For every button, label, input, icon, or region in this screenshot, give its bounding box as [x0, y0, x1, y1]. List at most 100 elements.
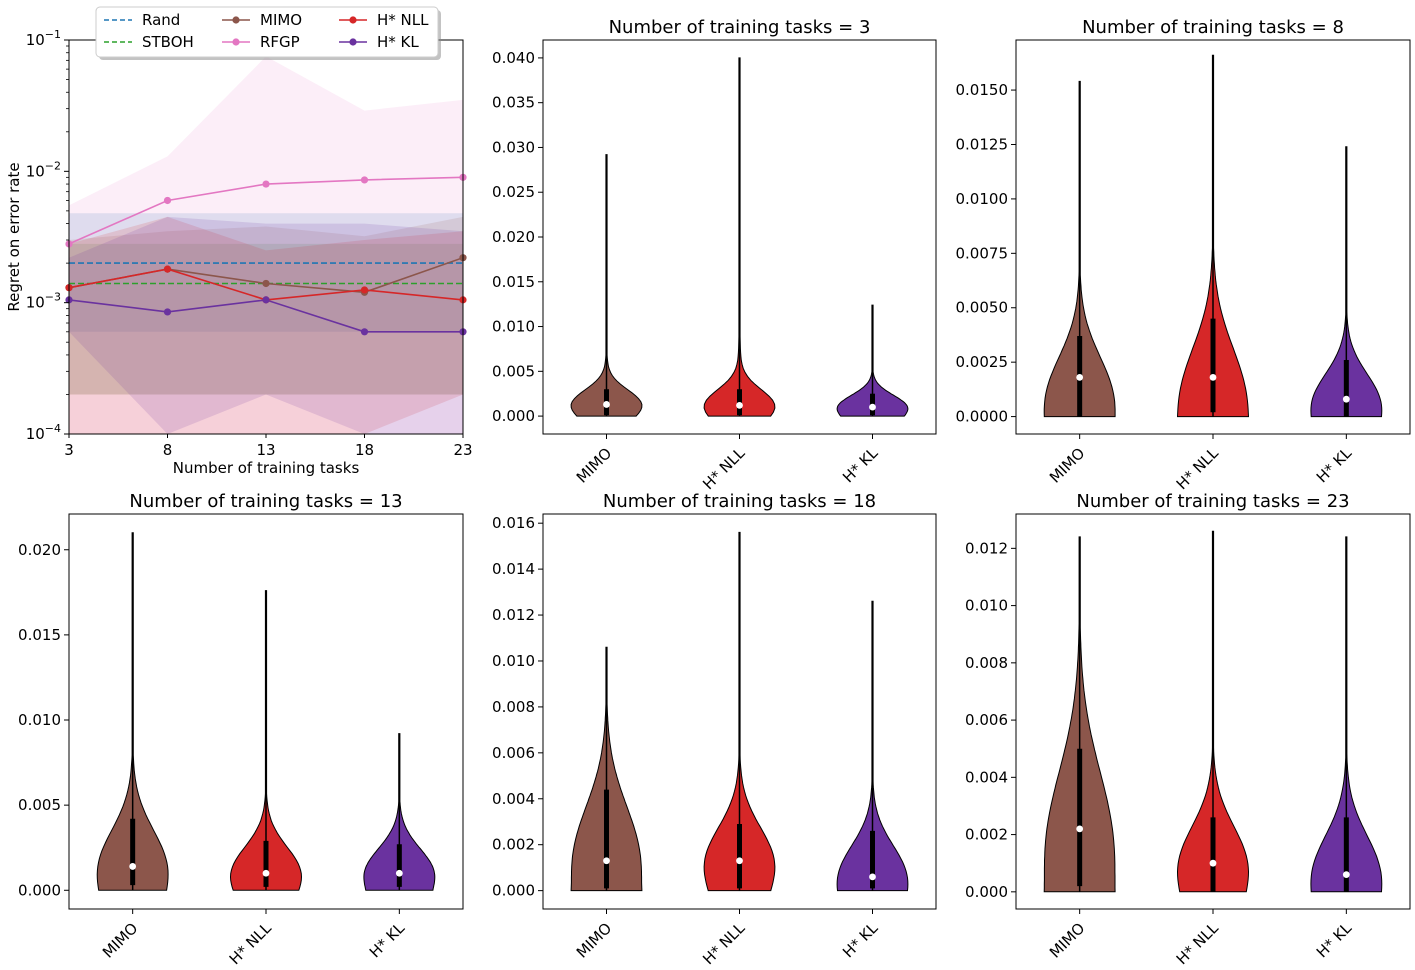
- legend-marker-mimo: [232, 16, 240, 24]
- y-tick-exponent: −4: [45, 422, 61, 435]
- x-tick-label: 23: [453, 441, 472, 459]
- y-tick-base: 10: [26, 162, 45, 180]
- x-axis-label: Number of training tasks: [173, 459, 360, 477]
- violin-panel-4: 0.000 0.002 0.004 0.006 0.008 0.010 0.012 0.014…: [492, 491, 937, 969]
- x-tick-label: MIMO: [1046, 444, 1089, 487]
- x-tick-label: 18: [355, 441, 374, 459]
- x-tick-label: H* NLL: [1173, 444, 1223, 494]
- y-tick-label: 0.025: [492, 183, 535, 201]
- y-tick-label: 0.002: [965, 826, 1008, 844]
- y-tick-label: 0.015: [18, 626, 61, 644]
- point-h-kl-2: [262, 296, 270, 304]
- y-tick-exponent: −1: [45, 28, 61, 41]
- point-h-kl-1: [163, 308, 172, 316]
- median-mimo: [1076, 374, 1084, 381]
- x-tick-label: H* KL: [1313, 919, 1356, 962]
- x-tick-label: H* KL: [366, 919, 409, 962]
- y-tick-label: 10−1: [26, 28, 61, 49]
- median-mimo: [1076, 825, 1084, 833]
- y-tick-base: 10: [26, 31, 45, 49]
- point-rfgp-2: [262, 180, 270, 188]
- y-tick-label: 0.010: [492, 652, 535, 670]
- point-mimo-2: [262, 279, 270, 288]
- y-tick-label: 0.010: [965, 597, 1008, 615]
- y-tick-base: 10: [26, 425, 45, 443]
- y-tick-label: 0.012: [492, 606, 535, 624]
- y-tick-base: 10: [26, 294, 45, 312]
- panel-title: Number of training tasks = 13: [129, 491, 402, 512]
- y-tick-label: 0.0150: [956, 81, 1009, 99]
- y-tick-label: 0.0100: [956, 190, 1009, 208]
- x-tick-label: H* KL: [839, 444, 882, 487]
- median-h-nll: [1209, 859, 1217, 867]
- x-tick-label: H* NLL: [699, 444, 749, 494]
- panel-title: Number of training tasks = 23: [1076, 491, 1349, 512]
- band-stboh: [69, 243, 463, 395]
- y-tick-exponent: −2: [45, 159, 61, 172]
- median-h-kl: [1342, 395, 1350, 403]
- legend-label-stboh: STBOH: [142, 33, 194, 51]
- y-tick-label: 0.006: [965, 711, 1008, 729]
- panel-title: Number of training tasks = 8: [1082, 17, 1344, 38]
- y-tick-label: 0.014: [492, 560, 535, 578]
- y-tick-label: 0.004: [965, 768, 1008, 786]
- y-tick-label: 0.002: [492, 836, 535, 854]
- panel-title: Number of training tasks = 3: [609, 17, 871, 38]
- y-tick-label: 0.000: [965, 883, 1008, 901]
- legend-label-h-nll: H* NLL: [377, 11, 429, 29]
- y-tick-label: 0.040: [492, 49, 535, 67]
- y-tick-label: 0.0000: [956, 408, 1009, 426]
- legend-label-rfgp: RFGP: [260, 33, 300, 51]
- y-tick-label: 0.0050: [956, 299, 1009, 317]
- x-tick-label: H* NLL: [226, 919, 276, 969]
- point-h-kl-3: [360, 328, 369, 336]
- x-tick-label: 13: [256, 441, 275, 459]
- y-tick-label: 0.010: [492, 318, 535, 336]
- point-h-nll-3: [360, 286, 369, 294]
- y-tick-label: 10−2: [26, 159, 61, 180]
- median-h-kl: [869, 403, 876, 411]
- y-tick-label: 0.015: [492, 273, 535, 291]
- point-rfgp-1: [163, 196, 172, 205]
- median-mimo: [129, 863, 137, 870]
- y-tick-label: 0.020: [18, 541, 61, 559]
- x-tick-label: MIMO: [1046, 919, 1089, 962]
- point-h-nll-1: [163, 265, 172, 273]
- band-rfgp: [69, 56, 463, 434]
- panel-title: Number of training tasks = 18: [603, 491, 876, 512]
- x-tick-label: 3: [64, 441, 74, 459]
- y-tick-label: 0.000: [492, 407, 535, 425]
- y-tick-label: 0.005: [18, 796, 61, 814]
- median-h-nll: [1209, 374, 1217, 381]
- x-tick-label: H* NLL: [699, 919, 749, 969]
- y-tick-label: 0.005: [492, 362, 535, 380]
- y-tick-label: 0.035: [492, 94, 535, 112]
- violin-panel-3: 0.000 0.005 0.010 0.015 0.020 MIMO H* NLL H* KL…: [18, 491, 464, 969]
- x-tick-label: H* KL: [1313, 444, 1356, 487]
- median-h-kl: [395, 869, 403, 877]
- x-tick-label: MIMO: [99, 919, 142, 962]
- legend-label-h-kl: H* KL: [377, 33, 419, 51]
- y-tick-label: 0.000: [18, 881, 61, 899]
- y-tick-label: 0.000: [492, 882, 535, 900]
- legend-marker-h-nll: [349, 16, 357, 24]
- x-tick-label: MIMO: [573, 444, 616, 487]
- y-tick-label: 0.008: [492, 698, 535, 716]
- median-mimo: [603, 857, 610, 865]
- y-tick-exponent: −3: [45, 291, 61, 304]
- y-tick-label: 0.016: [492, 514, 535, 532]
- median-h-nll: [736, 857, 743, 865]
- violin-panel-2: 0.0000 0.0025 0.0050 0.0075 0.0100 0.0125 0.01…: [956, 17, 1411, 493]
- legend-label-mimo: MIMO: [260, 11, 302, 29]
- y-tick-label: 0.020: [492, 228, 535, 246]
- y-tick-label: 0.012: [965, 539, 1008, 557]
- y-tick-label: 0.0125: [956, 135, 1009, 153]
- x-tick-label: MIMO: [573, 919, 616, 962]
- legend-marker-h-kl: [349, 38, 357, 46]
- y-tick-label: 0.0025: [956, 353, 1009, 371]
- point-rfgp-3: [360, 176, 369, 184]
- y-tick-label: 0.008: [965, 654, 1008, 672]
- x-tick-label: H* NLL: [1173, 919, 1223, 969]
- violin-panel-1: 0.000 0.005 0.010 0.015 0.020 0.025 0.030 0.035…: [492, 17, 937, 494]
